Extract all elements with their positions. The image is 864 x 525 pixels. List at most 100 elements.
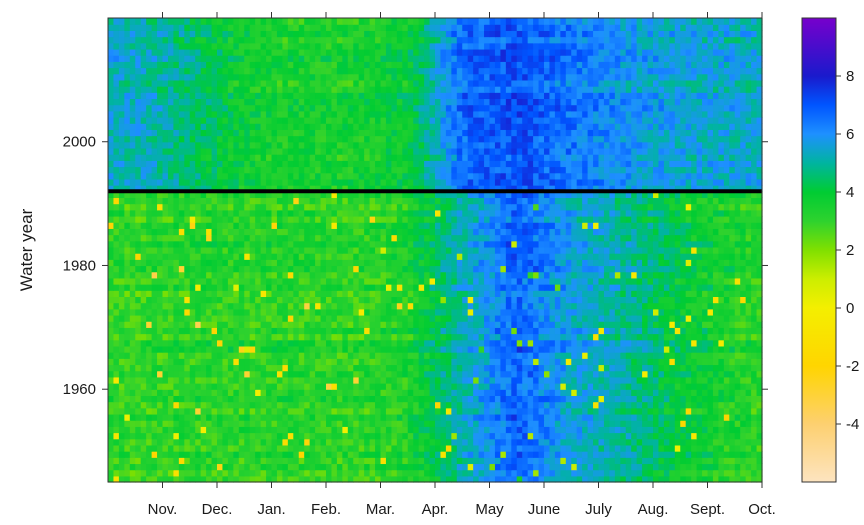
heatmap-cell — [124, 352, 131, 359]
heatmap-cell — [631, 457, 638, 465]
heatmap-cell — [456, 401, 463, 409]
heatmap-cell — [445, 234, 452, 242]
heatmap-cell — [178, 364, 185, 372]
heatmap-cell — [663, 451, 670, 458]
heatmap-cell — [413, 314, 420, 322]
heatmap-cell — [309, 383, 316, 390]
heatmap-cell — [642, 475, 649, 483]
heatmap-cell — [326, 327, 333, 335]
heatmap-cell — [167, 345, 174, 353]
heatmap-cell — [544, 284, 551, 291]
heatmap-cell — [173, 413, 180, 421]
heatmap-cell — [522, 234, 529, 242]
heatmap-cell — [124, 234, 131, 242]
heatmap-cell — [527, 407, 534, 415]
heatmap-cell — [435, 240, 442, 248]
heatmap-cell — [146, 265, 153, 273]
heatmap-cell — [642, 327, 649, 335]
heatmap-cell — [756, 358, 763, 366]
heatmap-cell — [723, 246, 730, 254]
heatmap-cell — [380, 302, 387, 310]
heatmap-cell — [287, 333, 294, 341]
heatmap-cell — [195, 401, 202, 409]
heatmap-cell — [353, 358, 360, 366]
heatmap-cell — [304, 246, 311, 254]
heatmap-cell — [358, 469, 365, 477]
heatmap-cell — [396, 438, 403, 446]
heatmap-cell — [222, 432, 229, 440]
heatmap-cell — [146, 339, 153, 347]
heatmap-cell — [494, 395, 501, 403]
heatmap-cell — [631, 271, 638, 279]
heatmap-cell — [456, 327, 463, 335]
heatmap-cell — [685, 420, 692, 427]
heatmap-cell — [587, 302, 594, 310]
heatmap-cell — [418, 370, 425, 378]
heatmap-cell — [696, 290, 703, 297]
heatmap-cell — [211, 389, 218, 396]
heatmap-cell — [756, 321, 763, 328]
heatmap-cell — [653, 352, 660, 359]
heatmap-cell — [445, 345, 452, 353]
heatmap-cell — [467, 345, 474, 353]
heatmap-cell — [178, 395, 185, 403]
heatmap-cell — [636, 426, 643, 434]
heatmap-cell — [407, 271, 414, 279]
heatmap-cell — [435, 259, 442, 267]
heatmap-cell — [685, 352, 692, 359]
heatmap-cell — [544, 234, 551, 242]
heatmap-cell — [118, 240, 125, 248]
heatmap-cell — [674, 420, 681, 427]
heatmap-cell — [211, 457, 218, 465]
heatmap-cell — [582, 345, 589, 353]
heatmap-cell — [473, 358, 480, 366]
heatmap-cell — [195, 265, 202, 273]
heatmap-cell — [571, 444, 578, 452]
heatmap-cell — [462, 296, 469, 304]
heatmap-cell — [544, 321, 551, 328]
heatmap-cell — [331, 426, 338, 434]
heatmap-cell — [511, 420, 518, 427]
heatmap-cell — [718, 345, 725, 353]
heatmap-cell — [451, 358, 458, 366]
heatmap-cell — [484, 327, 491, 335]
heatmap-cell — [658, 345, 665, 353]
heatmap-cell — [614, 438, 621, 446]
heatmap-cell — [418, 438, 425, 446]
heatmap-cell — [402, 395, 409, 403]
heatmap-cell — [375, 457, 382, 465]
heatmap-cell — [118, 222, 125, 229]
heatmap-cell — [113, 438, 120, 446]
heatmap-cell — [222, 290, 229, 297]
heatmap-cell — [369, 426, 376, 434]
heatmap-cell — [489, 333, 496, 341]
heatmap-cell — [756, 271, 763, 279]
heatmap-cell — [195, 413, 202, 421]
heatmap-cell — [609, 259, 616, 267]
heatmap-cell — [326, 358, 333, 366]
heatmap-cell — [298, 314, 305, 322]
heatmap-cell — [549, 234, 556, 242]
heatmap-cell — [571, 364, 578, 372]
heatmap-cell — [380, 222, 387, 229]
heatmap-cell — [402, 327, 409, 335]
heatmap-cell — [287, 475, 294, 483]
heatmap-cell — [718, 413, 725, 421]
heatmap-cell — [505, 327, 512, 335]
heatmap-cell — [276, 426, 283, 434]
heatmap-cell — [587, 358, 594, 366]
heatmap-cell — [723, 457, 730, 465]
heatmap-cell — [178, 222, 185, 229]
heatmap-cell — [729, 426, 736, 434]
heatmap-cell — [233, 395, 240, 403]
heatmap-cell — [685, 321, 692, 328]
heatmap-cell — [320, 327, 327, 335]
heatmap-cell — [157, 358, 164, 366]
heatmap-cell — [222, 364, 229, 372]
heatmap-cell — [358, 228, 365, 236]
heatmap-cell — [162, 327, 169, 335]
heatmap-cell — [293, 284, 300, 291]
heatmap-cell — [146, 358, 153, 366]
heatmap-cell — [347, 234, 354, 242]
heatmap-cell — [118, 308, 125, 316]
